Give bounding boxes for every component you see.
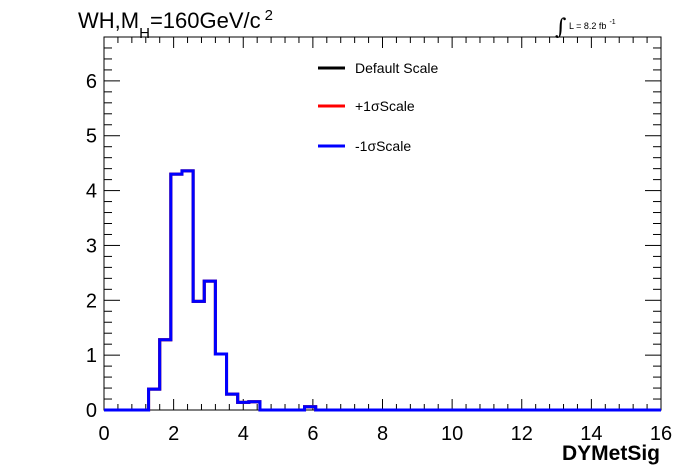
luminosity-label: ∫ L = 8.2 fb -1	[555, 10, 616, 40]
x-tick-label: 16	[650, 423, 672, 445]
x-axis-label: DYMetSig	[562, 442, 660, 465]
x-tick-label: 14	[580, 423, 602, 445]
legend-label: -1σScale	[355, 138, 411, 154]
y-tick-label: 2	[86, 290, 97, 312]
series-line-1	[104, 169, 661, 412]
y-axis: 0 1 2 3 4 5 6	[86, 36, 661, 422]
y-tick-label: 4	[86, 181, 97, 203]
y-tick-label: 6	[86, 71, 97, 93]
legend-label: +1σScale	[355, 98, 415, 114]
chart-title-subscript: H	[139, 25, 150, 42]
chart-title-rest: =160GeV/c	[149, 8, 261, 33]
chart-title-superscript: 2	[264, 7, 273, 24]
y-tick-label: 3	[86, 235, 97, 257]
series-line-0	[104, 169, 661, 412]
x-tick-label: 0	[98, 423, 109, 445]
series-line-2	[104, 169, 661, 412]
x-tick-label: 8	[377, 423, 388, 445]
integral-symbol: ∫	[555, 15, 567, 40]
x-tick-label: 4	[238, 423, 249, 445]
luminosity-superscript: -1	[609, 19, 616, 26]
series-layer	[104, 169, 661, 412]
plot-frame-rect	[103, 36, 662, 411]
x-tick-label: 12	[511, 423, 533, 445]
x-tick-label: 6	[307, 423, 318, 445]
legend-label: Default Scale	[355, 60, 438, 76]
luminosity-text: L = 8.2 fb	[568, 21, 607, 31]
y-tick-label: 1	[86, 345, 97, 367]
x-tick-label: 10	[441, 423, 463, 445]
chart-title: WH,MH=160GeV/c 2	[78, 7, 273, 42]
legend: Default Scale +1σScale -1σScale	[318, 60, 438, 154]
plot-frame	[103, 36, 662, 411]
y-tick-label: 0	[86, 400, 97, 422]
x-tick-label: 2	[168, 423, 179, 445]
y-tick-label: 5	[86, 126, 97, 148]
chart-title-main: WH,M	[78, 8, 140, 33]
x-axis: 0 2 4 6 8 10 12 14 16	[98, 37, 672, 445]
